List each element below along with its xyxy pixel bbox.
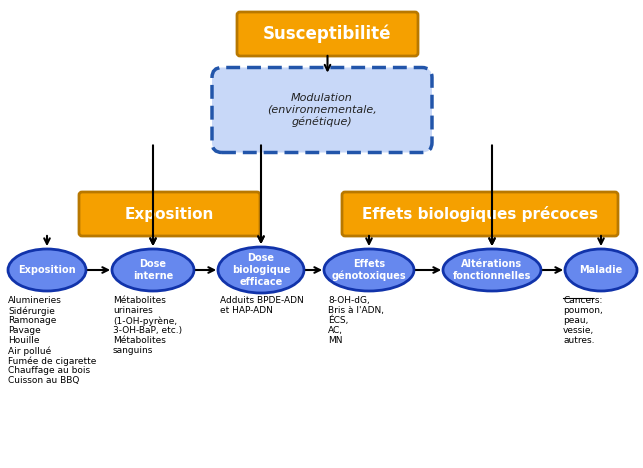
Text: Cancers:: Cancers: — [563, 296, 602, 305]
FancyBboxPatch shape — [237, 12, 418, 56]
Text: MN: MN — [328, 336, 343, 345]
Text: Effets
génotoxiques: Effets génotoxiques — [332, 259, 406, 281]
Text: Dose
interne: Dose interne — [133, 259, 173, 281]
Text: Chauffage au bois: Chauffage au bois — [8, 366, 90, 375]
Text: Métabolites: Métabolites — [113, 336, 166, 345]
Text: Maladie: Maladie — [579, 265, 622, 275]
Text: Métabolites: Métabolites — [113, 296, 166, 305]
Text: Modulation
(environnementale,
génétique): Modulation (environnementale, génétique) — [267, 93, 377, 127]
Text: Exposition: Exposition — [18, 265, 76, 275]
Text: 8-OH-dG,: 8-OH-dG, — [328, 296, 370, 305]
Ellipse shape — [112, 249, 194, 291]
Ellipse shape — [443, 249, 541, 291]
Text: Fumée de cigarette: Fumée de cigarette — [8, 356, 96, 366]
Text: Alumineries: Alumineries — [8, 296, 62, 305]
Text: Houille: Houille — [8, 336, 39, 345]
Text: urinaires: urinaires — [113, 306, 153, 315]
Text: Adduits BPDE-ADN: Adduits BPDE-ADN — [220, 296, 303, 305]
Text: autres.: autres. — [563, 336, 595, 345]
Text: Ramonage: Ramonage — [8, 316, 57, 325]
Text: ÉCS,: ÉCS, — [328, 316, 349, 326]
Text: sanguins: sanguins — [113, 346, 154, 355]
Text: AC,: AC, — [328, 326, 343, 335]
Text: Pavage: Pavage — [8, 326, 41, 335]
Text: peau,: peau, — [563, 316, 588, 325]
Text: Cuisson au BBQ: Cuisson au BBQ — [8, 376, 79, 385]
Text: Sidérurgie: Sidérurgie — [8, 306, 55, 315]
Text: 3-OH-BaP, etc.): 3-OH-BaP, etc.) — [113, 326, 182, 335]
Text: Air pollué: Air pollué — [8, 346, 51, 356]
Text: Altérations
fonctionnelles: Altérations fonctionnelles — [453, 259, 531, 281]
Text: (1-OH-pyrène,: (1-OH-pyrène, — [113, 316, 177, 326]
Ellipse shape — [8, 249, 86, 291]
Text: vessie,: vessie, — [563, 326, 594, 335]
Text: Bris à l'ADN,: Bris à l'ADN, — [328, 306, 384, 315]
Text: et HAP-ADN: et HAP-ADN — [220, 306, 273, 315]
FancyBboxPatch shape — [342, 192, 618, 236]
FancyBboxPatch shape — [212, 67, 432, 153]
Text: poumon,: poumon, — [563, 306, 602, 315]
Text: Exposition: Exposition — [125, 206, 214, 221]
Ellipse shape — [324, 249, 414, 291]
Text: Effets biologiques précoces: Effets biologiques précoces — [362, 206, 598, 222]
Ellipse shape — [565, 249, 637, 291]
Text: Susceptibilité: Susceptibilité — [263, 25, 392, 43]
FancyBboxPatch shape — [79, 192, 260, 236]
Ellipse shape — [218, 247, 304, 293]
Text: Dose
biologique
efficace: Dose biologique efficace — [231, 253, 290, 286]
